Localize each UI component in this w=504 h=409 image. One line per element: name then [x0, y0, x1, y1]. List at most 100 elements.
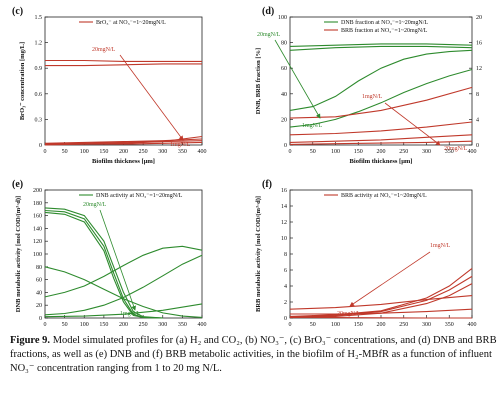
y2-tick-label: 16	[476, 41, 482, 47]
panel-label: (d)	[262, 6, 274, 17]
x-tick-label: 0	[289, 149, 292, 155]
series-line	[44, 207, 163, 319]
y-tick-label: 200	[33, 188, 42, 194]
annotation-arrow	[274, 39, 321, 119]
x-tick-label: 200	[377, 322, 386, 328]
annotation-label: 1mgN/L	[120, 311, 141, 317]
x-axis-label: Biofilm thickness [μm]	[92, 158, 155, 165]
x-tick-label: 300	[158, 322, 167, 328]
annotation-label: 1mgN/L	[302, 123, 323, 129]
x-tick-label: 350	[445, 149, 454, 155]
x-tick-label: 200	[119, 322, 128, 328]
legend-label: BRB activity at NO₃⁻=1~20mgN/L	[341, 193, 427, 199]
annotation-arrow	[349, 251, 431, 307]
y-tick-label: 160	[33, 214, 42, 220]
series-line	[289, 49, 473, 111]
x-tick-label: 400	[468, 149, 477, 155]
x-tick-label: 350	[178, 322, 187, 328]
x-tick-label: 400	[198, 149, 207, 155]
x-tick-label: 100	[331, 322, 340, 328]
annotation-label: 1mgN/L	[430, 243, 451, 249]
series-line	[289, 140, 473, 145]
series-line	[289, 43, 473, 47]
series-line	[44, 303, 203, 318]
x-tick-label: 150	[354, 149, 363, 155]
series-line	[289, 68, 473, 128]
y2-tick-label: 4	[476, 117, 479, 123]
annotation-label: 20mgN/L	[92, 47, 116, 53]
series-line	[289, 316, 472, 319]
x-tick-label: 350	[178, 149, 187, 155]
x-tick-label: 100	[331, 149, 340, 155]
plot-frame	[289, 189, 473, 319]
y2-tick-label: 8	[476, 92, 479, 98]
y-tick-label: 120	[33, 239, 42, 245]
y-tick-label: 20	[281, 117, 287, 123]
annotation-arrow	[99, 209, 136, 311]
series-line	[289, 275, 473, 318]
legend-label: DNB activity at NO₃⁻=1~20mgN/L	[96, 193, 183, 199]
x-tick-label: 150	[354, 322, 363, 328]
x-tick-label: 300	[158, 149, 167, 155]
y-tick-label: 0	[39, 143, 42, 149]
series-line	[289, 283, 473, 319]
series-line	[45, 63, 202, 67]
y-tick-label: 80	[281, 41, 287, 47]
x-tick-label: 200	[377, 149, 386, 155]
series-line	[290, 308, 473, 315]
x-tick-label: 50	[310, 322, 316, 328]
x-tick-label: 400	[468, 322, 477, 328]
y-tick-label: 180	[33, 201, 42, 207]
y-tick-label: 0	[284, 316, 287, 322]
series-line	[289, 121, 473, 136]
series-line	[45, 59, 202, 62]
annotation-label: 1mgN/L	[170, 142, 191, 148]
series-line	[44, 141, 203, 146]
x-tick-label: 250	[399, 149, 408, 155]
y-tick-label: 0.6	[35, 92, 43, 98]
annotation-label: 20mgN/L	[257, 32, 281, 38]
caption-text: Model simulated profiles for (a) H₂ and …	[10, 335, 497, 374]
x-tick-label: 200	[119, 149, 128, 155]
legend-label: DNB fraction at NO₃⁻=1~20mgN/L	[341, 19, 428, 26]
x-tick-label: 50	[310, 149, 316, 155]
x-tick-label: 350	[445, 322, 454, 328]
x-tick-label: 0	[44, 149, 47, 155]
figure-caption: Figure 9. Model simulated profiles for (…	[10, 334, 498, 376]
y-tick-label: 1.5	[35, 15, 43, 21]
series-line	[289, 295, 473, 310]
series-line	[44, 140, 203, 145]
annotation-label: 20mgN/L	[337, 311, 361, 317]
y-tick-label: 40	[281, 92, 287, 98]
y-tick-label: 6	[284, 268, 287, 274]
y2-tick-label: 20	[476, 15, 482, 21]
x-tick-label: 50	[62, 322, 68, 328]
x-tick-label: 400	[198, 322, 207, 328]
y-tick-label: 140	[33, 226, 42, 232]
annotation-label: 20mgN/L	[444, 146, 468, 152]
legend-label: BRB fraction at NO₃⁻=1~20mgN/L	[341, 27, 428, 34]
y-tick-label: 0.3	[35, 117, 43, 123]
series-line	[44, 211, 163, 319]
annotation-label: 20mgN/L	[83, 202, 107, 208]
y-tick-label: 80	[36, 265, 42, 271]
series-line	[44, 138, 203, 144]
y-tick-label: 0	[284, 143, 287, 149]
panel-label: (f)	[262, 179, 272, 190]
y-tick-label: 1.2	[35, 41, 43, 47]
y2-tick-label: 0	[476, 143, 479, 149]
y-axis-label: BRB metabolic activity [mol COD/(m³·d)]	[255, 196, 262, 312]
y-tick-label: 14	[281, 204, 287, 210]
y-tick-label: 10	[281, 236, 287, 242]
y2-tick-label: 12	[476, 66, 482, 72]
chart-panel-4: (f) 0 50 100 150 200 250 300 350 400 0 2 4 6 8 10 12 14 16…	[255, 179, 477, 328]
panel-label: (e)	[12, 179, 23, 190]
x-tick-label: 250	[139, 322, 148, 328]
plot-frame	[44, 16, 203, 146]
y-axis-label: DNB metabolic activity [mol COD/(m³·d)]	[15, 196, 22, 312]
x-tick-label: 100	[80, 322, 89, 328]
series-line	[289, 45, 473, 51]
series-line	[44, 245, 203, 298]
x-tick-label: 0	[44, 322, 47, 328]
chart-panel-2: (d)0 50 100 150 200 250 300 350 4000204060801000…	[255, 6, 482, 165]
